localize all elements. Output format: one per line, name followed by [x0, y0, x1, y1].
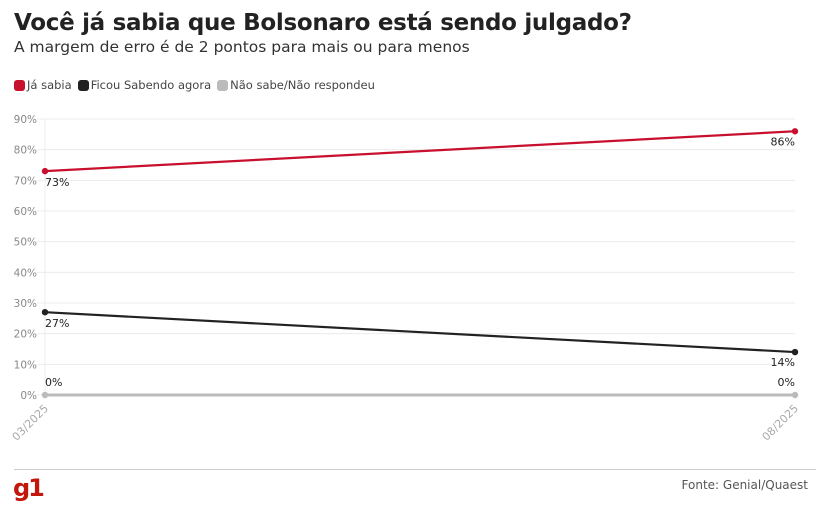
legend-label: Já sabia — [27, 78, 72, 92]
y-tick-label: 50% — [14, 237, 37, 249]
data-label: 0% — [45, 376, 62, 389]
x-tick-label: 08/2025 — [760, 402, 802, 444]
legend-swatch — [77, 79, 89, 91]
y-tick-label: 90% — [14, 114, 37, 126]
g1-logo: g1 — [13, 474, 45, 502]
legend-label: Ficou Sabendo agora — [90, 78, 212, 92]
data-point — [41, 309, 49, 316]
data-point — [41, 167, 49, 175]
y-tick-label: 30% — [14, 298, 37, 310]
data-label: 14% — [771, 356, 795, 369]
y-tick-label: 10% — [14, 359, 37, 371]
footer-divider — [14, 469, 816, 470]
x-tick-label: 03/2025 — [10, 402, 52, 444]
chart-subtitle: A margem de erro é de 2 pontos para mais… — [14, 38, 470, 56]
y-tick-label: 70% — [14, 175, 37, 187]
y-tick-label: 40% — [14, 267, 37, 279]
y-tick-label: 80% — [14, 145, 37, 157]
data-point — [791, 348, 799, 356]
data-point — [791, 391, 799, 399]
legend-item-nao-sabe[interactable]: Não sabe/Não respondeu — [217, 78, 375, 92]
data-label: 0% — [778, 376, 795, 389]
legend: Já sabia Ficou Sabendo agora Não sabe/Nã… — [14, 78, 375, 92]
data-point — [41, 391, 49, 399]
legend-swatch — [217, 79, 229, 91]
series-line — [44, 130, 796, 173]
legend-item-ficou-sabendo[interactable]: Ficou Sabendo agora — [77, 78, 212, 92]
chart-title: Você já sabia que Bolsonaro está sendo j… — [14, 10, 632, 36]
y-tick-label: 0% — [20, 390, 37, 402]
data-label: 73% — [45, 176, 69, 189]
legend-item-ja-sabia[interactable]: Já sabia — [14, 78, 72, 92]
legend-label: Não sabe/Não respondeu — [230, 78, 375, 92]
data-point — [791, 128, 799, 135]
legend-swatch — [14, 79, 25, 91]
series-line — [44, 311, 796, 354]
data-label: 86% — [771, 135, 795, 148]
y-tick-label: 60% — [14, 206, 37, 218]
source-note: Fonte: Genial/Quaest — [681, 478, 808, 492]
data-label: 27% — [45, 317, 69, 330]
y-tick-label: 20% — [14, 329, 37, 341]
